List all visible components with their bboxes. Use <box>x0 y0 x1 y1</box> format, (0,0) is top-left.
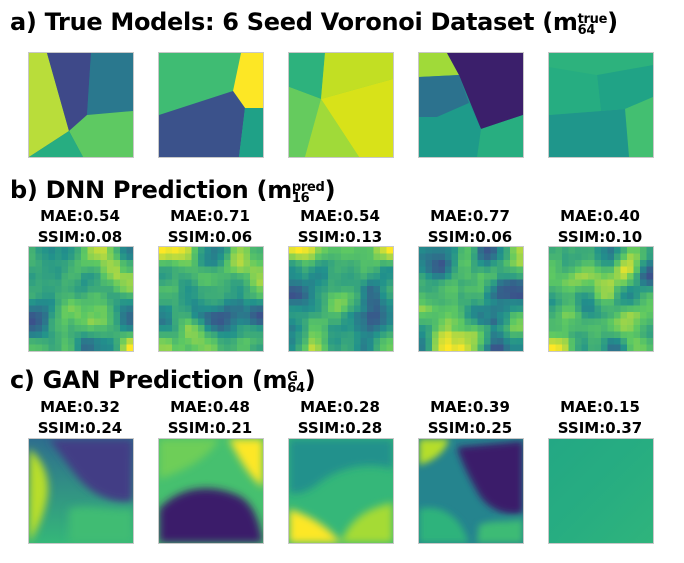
gan-metric-1: MAE:0.32 SSIM:0.24 <box>37 398 123 437</box>
row-c-title-text: c) GAN Prediction <box>10 366 244 394</box>
row-b-subscript: 16 <box>291 191 310 206</box>
dnn-metric-5: MAE:0.40 SSIM:0.10 <box>557 207 643 246</box>
row-a-title: a) True Models: 6 Seed Voronoi Dataset (… <box>10 8 618 38</box>
row-a-superscript: true <box>577 12 608 27</box>
row-b-symbol: m <box>267 176 292 204</box>
row-b-title-text: b) DNN Prediction <box>10 176 249 204</box>
gan-prediction-panel-1 <box>28 438 134 544</box>
true-model-panel-4 <box>418 52 524 158</box>
dnn-prediction-panel-1 <box>28 246 134 352</box>
gan-prediction-panel-5 <box>548 438 654 544</box>
dnn-prediction-panel-2 <box>158 246 264 352</box>
dnn-metric-2: MAE:0.71 SSIM:0.06 <box>167 207 253 246</box>
row-b-title: b) DNN Prediction (m pred 16) <box>10 176 336 206</box>
row-c-subscript: 64 <box>287 381 305 396</box>
gan-prediction-panel-3 <box>288 438 394 544</box>
row-c-superscript: G <box>287 370 298 385</box>
gan-prediction-panel-2 <box>158 438 264 544</box>
true-model-panel-5 <box>548 52 654 158</box>
dnn-prediction-panel-3 <box>288 246 394 352</box>
true-model-panel-2 <box>158 52 264 158</box>
row-c-title: c) GAN Prediction (m G 64) <box>10 366 316 396</box>
gan-prediction-panel-4 <box>418 438 524 544</box>
gan-metric-2: MAE:0.48 SSIM:0.21 <box>167 398 253 437</box>
row-a-title-text: a) True Models: 6 Seed Voronoi Dataset <box>10 8 535 36</box>
row-b-superscript: pred <box>291 180 325 195</box>
row-a-subscript: 64 <box>577 23 596 38</box>
true-model-panel-1 <box>28 52 134 158</box>
dnn-metric-3: MAE:0.54 SSIM:0.13 <box>297 207 383 246</box>
dnn-prediction-panel-4 <box>418 246 524 352</box>
row-a-symbol: m <box>552 8 578 36</box>
gan-metric-3: MAE:0.28 SSIM:0.28 <box>297 398 383 437</box>
gan-metric-5: MAE:0.15 SSIM:0.37 <box>557 398 643 437</box>
dnn-metric-4: MAE:0.77 SSIM:0.06 <box>427 207 513 246</box>
row-c-symbol: m <box>262 366 288 394</box>
dnn-metric-1: MAE:0.54 SSIM:0.08 <box>37 207 123 246</box>
true-model-panel-3 <box>288 52 394 158</box>
dnn-prediction-panel-5 <box>548 246 654 352</box>
gan-metric-4: MAE:0.39 SSIM:0.25 <box>427 398 513 437</box>
